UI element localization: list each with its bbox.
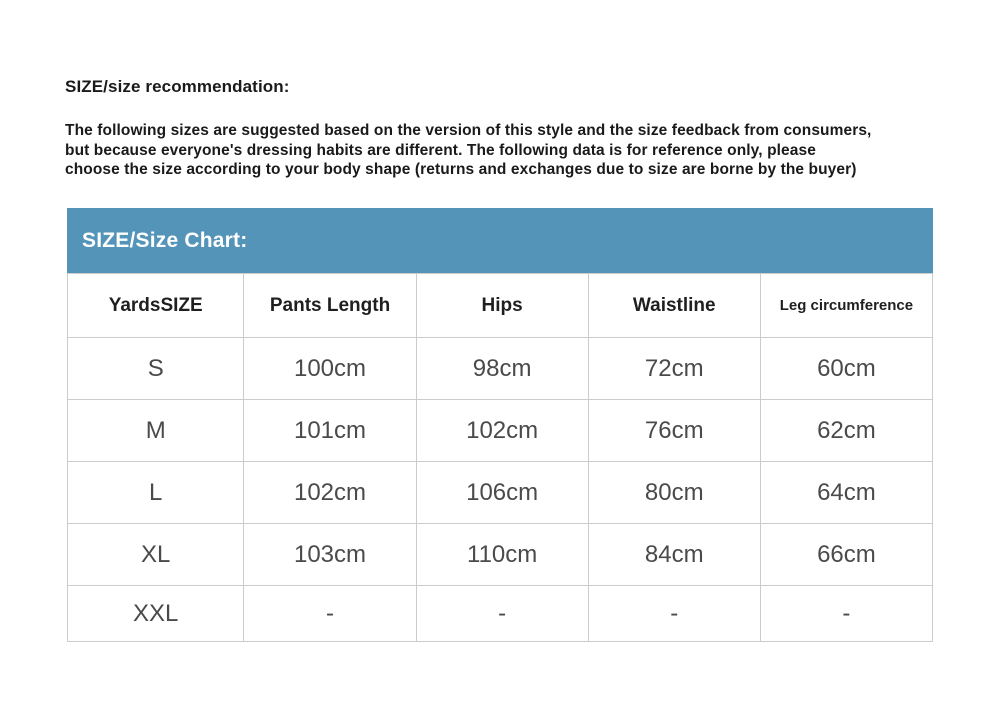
size-cell: S — [66, 337, 245, 400]
size-chart-header-bar: SIZE/Size Chart: — [67, 208, 933, 273]
value-cell: 60cm — [759, 337, 934, 400]
column-header-waistline: Waistline — [587, 273, 761, 338]
column-header-leg-circumference: Leg circumference — [759, 273, 934, 338]
value-cell: - — [587, 585, 761, 642]
value-cell: 100cm — [243, 337, 417, 400]
table-row: L 102cm 106cm 80cm 64cm — [66, 461, 934, 524]
size-table: YardsSIZE Pants Length Hips Waistline Le… — [66, 273, 934, 642]
value-cell: 101cm — [243, 399, 417, 462]
value-cell: 84cm — [587, 523, 761, 586]
column-header-hips: Hips — [415, 273, 589, 338]
value-cell: 102cm — [243, 461, 417, 524]
size-cell: L — [66, 461, 245, 524]
table-row: XXL - - - - — [66, 585, 934, 642]
value-cell: 103cm — [243, 523, 417, 586]
value-cell: 80cm — [587, 461, 761, 524]
value-cell: - — [415, 585, 589, 642]
size-cell: XXL — [66, 585, 245, 642]
value-cell: 62cm — [759, 399, 934, 462]
size-cell: XL — [66, 523, 245, 586]
value-cell: 72cm — [587, 337, 761, 400]
table-row: M 101cm 102cm 76cm 62cm — [66, 399, 934, 462]
table-row: S 100cm 98cm 72cm 60cm — [66, 337, 934, 400]
table-row: XL 103cm 110cm 84cm 66cm — [66, 523, 934, 586]
value-cell: 98cm — [415, 337, 589, 400]
table-header-row: YardsSIZE Pants Length Hips Waistline Le… — [66, 273, 934, 338]
column-header-size: YardsSIZE — [66, 273, 245, 338]
size-cell: M — [66, 399, 245, 462]
value-cell: 76cm — [587, 399, 761, 462]
column-header-pants-length: Pants Length — [243, 273, 417, 338]
value-cell: - — [243, 585, 417, 642]
value-cell: 102cm — [415, 399, 589, 462]
size-description: The following sizes are suggested based … — [65, 122, 872, 178]
value-cell: 110cm — [415, 523, 589, 586]
value-cell: 64cm — [759, 461, 934, 524]
page-title: SIZE/size recommendation: — [65, 77, 290, 96]
size-chart-header-label: SIZE/Size Chart: — [82, 229, 248, 252]
value-cell: 106cm — [415, 461, 589, 524]
value-cell: - — [759, 585, 934, 642]
value-cell: 66cm — [759, 523, 934, 586]
